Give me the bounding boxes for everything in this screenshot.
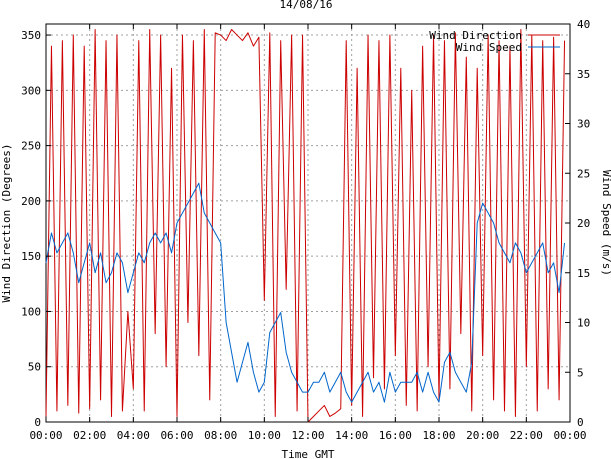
y-tick-label-right: 5 — [577, 366, 584, 379]
x-tick-label: 00:00 — [29, 429, 62, 442]
x-tick-label: 04:00 — [117, 429, 150, 442]
y-axis-label-left: Wind Direction (Degrees) — [0, 144, 13, 303]
series-layer — [45, 29, 566, 423]
x-tick-label: 10:00 — [248, 429, 281, 442]
y-tick-label-right: 15 — [577, 267, 590, 280]
x-tick-label: 14:00 — [335, 429, 368, 442]
x-tick-label: 16:00 — [379, 429, 412, 442]
y-tick-label-right: 20 — [577, 217, 590, 230]
x-tick-label: 18:00 — [422, 429, 455, 442]
chart-title: 14/08/16 — [280, 0, 333, 11]
ticks: 00:00 02:00 04:00 06:00 08:00 10:00 12:00 14:00… — [21, 18, 590, 442]
x-tick-label: 22:00 — [510, 429, 543, 442]
x-axis-label: Time GMT — [282, 448, 335, 459]
y-tick-label-right: 35 — [577, 68, 590, 81]
x-tick-label: 06:00 — [160, 429, 193, 442]
y-tick-label-right: 0 — [577, 416, 584, 429]
x-tick-label: 00:00 — [553, 429, 586, 442]
y-tick-label-right: 25 — [577, 167, 590, 180]
y-tick-label-left: 200 — [21, 195, 41, 208]
x-tick-label: 08:00 — [204, 429, 237, 442]
legend-label-speed: Wind Speed — [456, 41, 522, 54]
y-tick-label-left: 150 — [21, 250, 41, 263]
y-tick-label-left: 50 — [28, 361, 41, 374]
wind-speed-line — [45, 182, 566, 403]
x-tick-label: 02:00 — [73, 429, 106, 442]
y-tick-label-right: 30 — [577, 118, 590, 131]
x-tick-label: 20:00 — [466, 429, 499, 442]
y-tick-label-right: 40 — [577, 18, 590, 31]
y-tick-label-right: 10 — [577, 317, 590, 330]
wind-direction-line — [45, 29, 566, 423]
legend-label-direction: Wind Direction — [429, 29, 522, 42]
y-tick-label-left: 100 — [21, 305, 41, 318]
x-tick-label: 12:00 — [291, 429, 324, 442]
y-axis-label-right: Wind Speed (m/s) — [600, 170, 611, 276]
legend: Wind Direction Wind Speed — [429, 29, 560, 54]
y-tick-label-left: 0 — [34, 416, 41, 429]
y-tick-label-left: 350 — [21, 29, 41, 42]
y-tick-label-left: 250 — [21, 140, 41, 153]
y-tick-label-left: 300 — [21, 84, 41, 97]
